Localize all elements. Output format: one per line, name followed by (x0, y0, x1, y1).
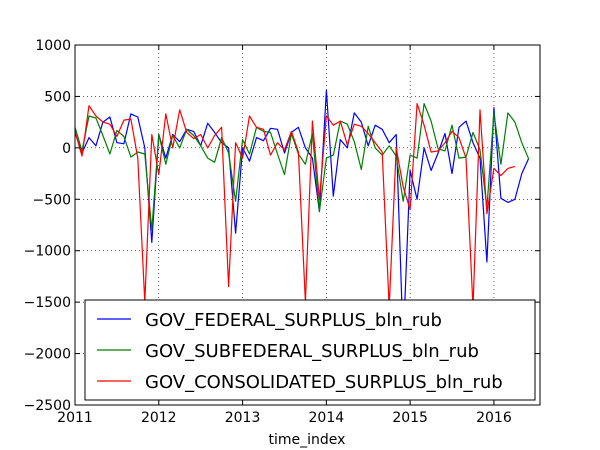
y-tick-label: −1500 (24, 295, 71, 311)
x-tick-label: 2012 (141, 410, 177, 426)
x-tick-label: 2013 (225, 410, 261, 426)
legend-label: GOV_FEDERAL_SURPLUS_bln_rub (145, 310, 442, 331)
series-line-2 (75, 102, 530, 231)
plot-frame (74, 44, 541, 406)
series-line-3 (75, 102, 516, 308)
x-axis-label: time_index (269, 432, 346, 448)
legend: GOV_FEDERAL_SURPLUS_bln_rub GOV_SUBFEDERA… (84, 299, 536, 401)
y-tick-label: −1000 (24, 244, 71, 260)
x-tick-label: 2014 (309, 410, 345, 426)
series-line-1 (75, 89, 530, 344)
y-tick-label: 500 (44, 89, 71, 105)
legend-label: GOV_SUBFEDERAL_SURPLUS_bln_rub (145, 341, 479, 362)
y-tick-label: −500 (33, 192, 71, 208)
legend-box (84, 299, 536, 401)
x-tick-label: 2016 (476, 410, 512, 426)
x-tick-label: 2011 (57, 410, 93, 426)
series-lines (75, 89, 530, 344)
y-tick-label: 1000 (35, 38, 71, 54)
x-tick-label: 2015 (392, 410, 428, 426)
legend-label: GOV_CONSOLIDATED_SURPLUS_bln_rub (145, 372, 503, 393)
y-tick-label: −2500 (24, 398, 71, 414)
y-tick-label: −2000 (24, 347, 71, 363)
y-tick-label: 0 (62, 141, 71, 157)
